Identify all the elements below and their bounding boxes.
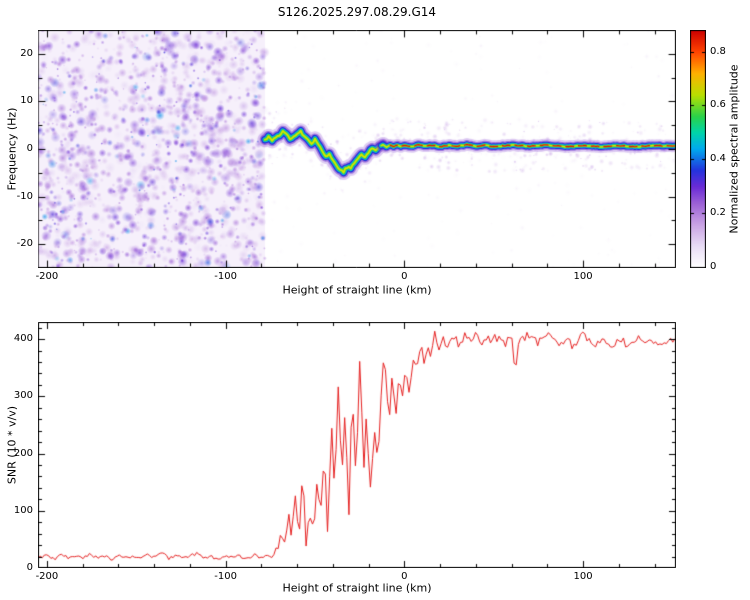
top-y-tick-label: 10 [20, 95, 33, 107]
snr-y-tick-label: 400 [13, 333, 33, 345]
colorbar-tick-label: 0.6 [710, 99, 726, 111]
bottom-x-tick-label: -200 [35, 571, 59, 582]
bottom-x-tick-label: 0 [401, 571, 408, 582]
snr-canvas [38, 322, 676, 568]
bottom-x-tick-label: -100 [214, 571, 237, 582]
colorbar-tick-label: 0.2 [710, 207, 726, 219]
chart-title: S126.2025.297.08.29.G14 [277, 5, 437, 19]
colorbar-label: Normalized spectral amplitude [727, 64, 741, 234]
top-y-tick-label: -20 [16, 238, 33, 250]
colorbar-tick-label: 0.8 [710, 45, 726, 57]
colorbar-tick-label: 0.4 [710, 153, 726, 165]
top-x-tick-label: -200 [35, 271, 59, 282]
bottom-x-axis-label: Height of straight line (km) [282, 581, 432, 595]
colorbar [690, 30, 706, 268]
spectrogram-canvas [38, 30, 676, 268]
top-y-tick-label: 0 [26, 143, 33, 154]
snr-y-axis-label: SNR (10 * v/v) [5, 405, 19, 485]
snr-y-tick-label: 300 [13, 390, 33, 402]
bottom-x-tick-label: 100 [573, 571, 593, 582]
snr-y-tick-label: 100 [13, 504, 33, 516]
top-x-axis-label: Height of straight line (km) [282, 283, 432, 297]
top-x-tick-label: 0 [401, 271, 408, 282]
snr-y-tick-label: 200 [13, 447, 33, 459]
snr-y-tick-label: 0 [26, 562, 33, 573]
colorbar-tick-label: 0 [710, 261, 717, 272]
top-y-tick-label: 20 [20, 47, 33, 59]
top-x-tick-label: 100 [573, 271, 593, 282]
top-y-tick-label: -10 [16, 190, 33, 202]
top-y-axis-label: Frequency (Hz) [5, 107, 19, 191]
top-x-tick-label: -100 [214, 271, 237, 282]
